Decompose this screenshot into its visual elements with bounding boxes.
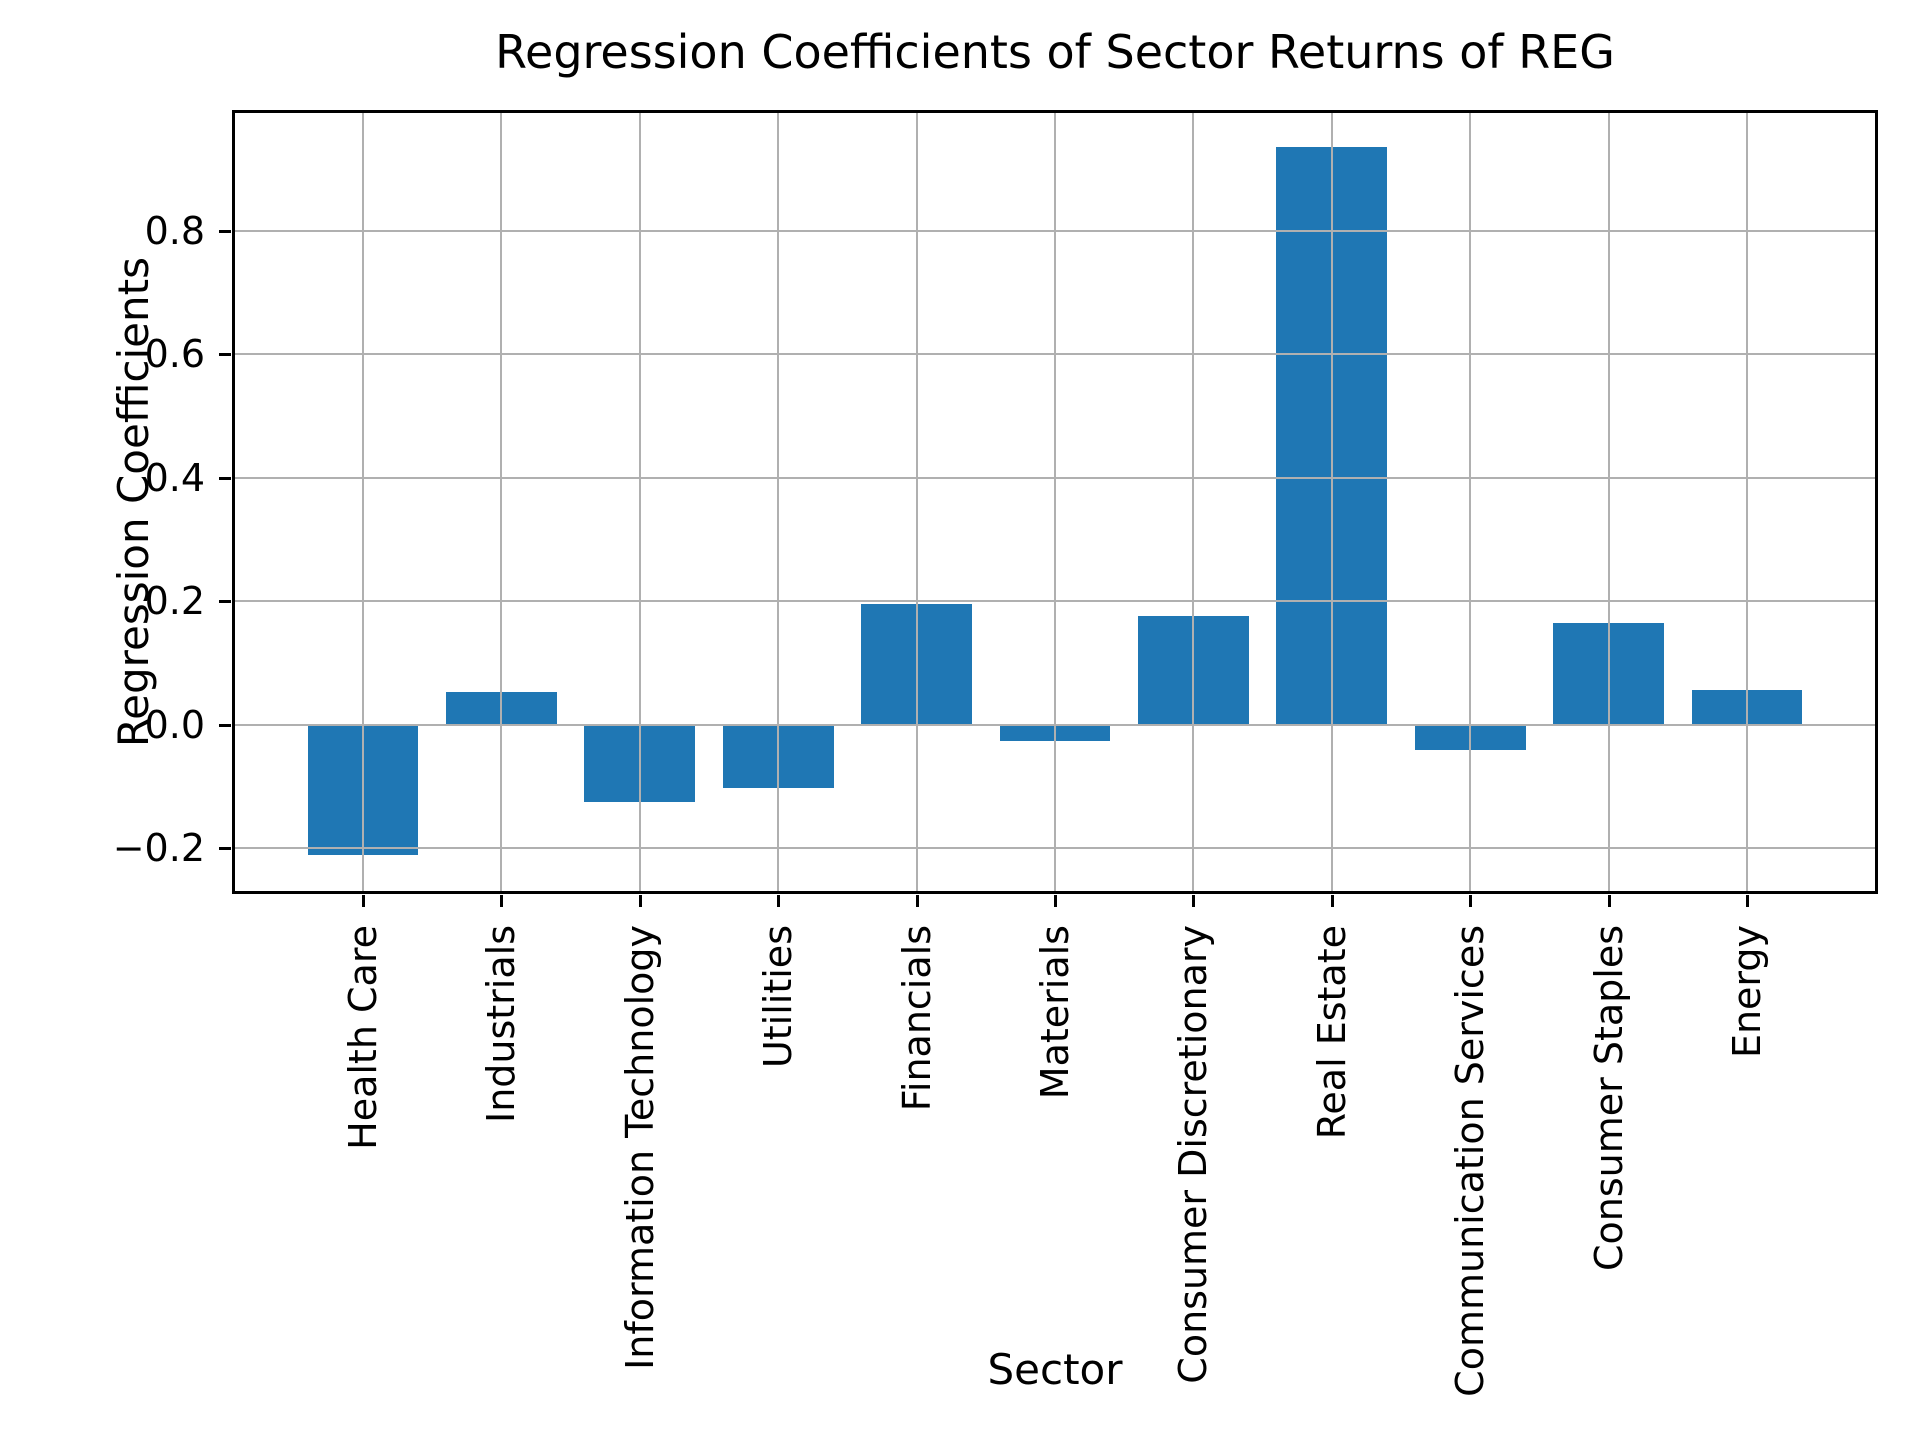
y-tick-0.4 bbox=[219, 476, 231, 480]
chart-title: Regression Coefficients of Sector Return… bbox=[495, 25, 1615, 79]
y-tick-label-−0.2: −0.2 bbox=[112, 825, 205, 870]
x-gridline-financials bbox=[915, 111, 918, 893]
x-gridline-energy bbox=[1745, 111, 1748, 893]
y-gridline-0.0 bbox=[233, 723, 1877, 726]
x-gridline-information-technology bbox=[638, 111, 641, 893]
x-tick-information-technology bbox=[638, 895, 642, 907]
x-gridline-real-estate bbox=[1330, 111, 1333, 893]
y-gridline-0.2 bbox=[233, 600, 1877, 603]
x-tick-label-communication-services: Communication Services bbox=[1448, 925, 1493, 1397]
y-tick-−0.2 bbox=[219, 846, 231, 850]
x-tick-label-information-technology: Information Technology bbox=[617, 925, 662, 1370]
x-gridline-materials bbox=[1054, 111, 1056, 893]
x-gridline-communication-services bbox=[1469, 111, 1472, 893]
x-tick-real-estate bbox=[1330, 895, 1334, 907]
x-tick-label-materials: Materials bbox=[1033, 925, 1077, 1100]
x-gridline-utilities bbox=[777, 111, 780, 893]
y-gridline-0.4 bbox=[233, 476, 1877, 479]
x-tick-label-financials: Financials bbox=[894, 925, 939, 1112]
y-tick-label-0.6: 0.6 bbox=[144, 332, 205, 377]
plot-area bbox=[219, 110, 1878, 907]
y-tick-0.6 bbox=[219, 353, 231, 357]
x-tick-consumer-staples bbox=[1607, 895, 1611, 907]
x-tick-energy bbox=[1745, 895, 1749, 907]
x-tick-label-health-care: Health Care bbox=[341, 925, 386, 1150]
x-tick-industrials bbox=[500, 895, 504, 907]
x-tick-communication-services bbox=[1469, 895, 1473, 907]
y-gridline-0.8 bbox=[233, 229, 1877, 232]
x-tick-label-utilities: Utilities bbox=[756, 925, 801, 1069]
y-tick-label-0.4: 0.4 bbox=[144, 455, 205, 500]
y-tick-0.8 bbox=[219, 229, 231, 233]
x-tick-label-industrials: Industrials bbox=[479, 925, 524, 1124]
x-gridline-health-care bbox=[362, 111, 365, 893]
x-tick-label-consumer-staples: Consumer Staples bbox=[1586, 925, 1631, 1272]
x-tick-financials bbox=[915, 895, 919, 907]
x-tick-label-consumer-discretionary: Consumer Discretionary bbox=[1171, 925, 1216, 1384]
x-tick-health-care bbox=[362, 895, 366, 907]
y-tick-0.2 bbox=[219, 600, 231, 604]
y-tick-label-0.8: 0.8 bbox=[144, 208, 205, 253]
y-tick-0.0 bbox=[219, 723, 231, 727]
x-tick-label-real-estate: Real Estate bbox=[1309, 925, 1354, 1140]
y-tick-label-0.0: 0.0 bbox=[144, 702, 205, 747]
y-gridline-−0.2 bbox=[233, 846, 1877, 849]
x-tick-label-energy: Energy bbox=[1724, 925, 1769, 1059]
x-gridline-consumer-staples bbox=[1607, 111, 1610, 893]
x-tick-utilities bbox=[777, 895, 781, 907]
x-tick-materials bbox=[1054, 895, 1057, 907]
x-axis-label: Sector bbox=[987, 1345, 1123, 1394]
x-tick-consumer-discretionary bbox=[1192, 895, 1196, 907]
y-gridline-0.6 bbox=[233, 353, 1877, 356]
x-gridline-consumer-discretionary bbox=[1192, 111, 1195, 893]
y-tick-label-0.2: 0.2 bbox=[144, 579, 205, 624]
x-gridline-industrials bbox=[500, 111, 503, 893]
